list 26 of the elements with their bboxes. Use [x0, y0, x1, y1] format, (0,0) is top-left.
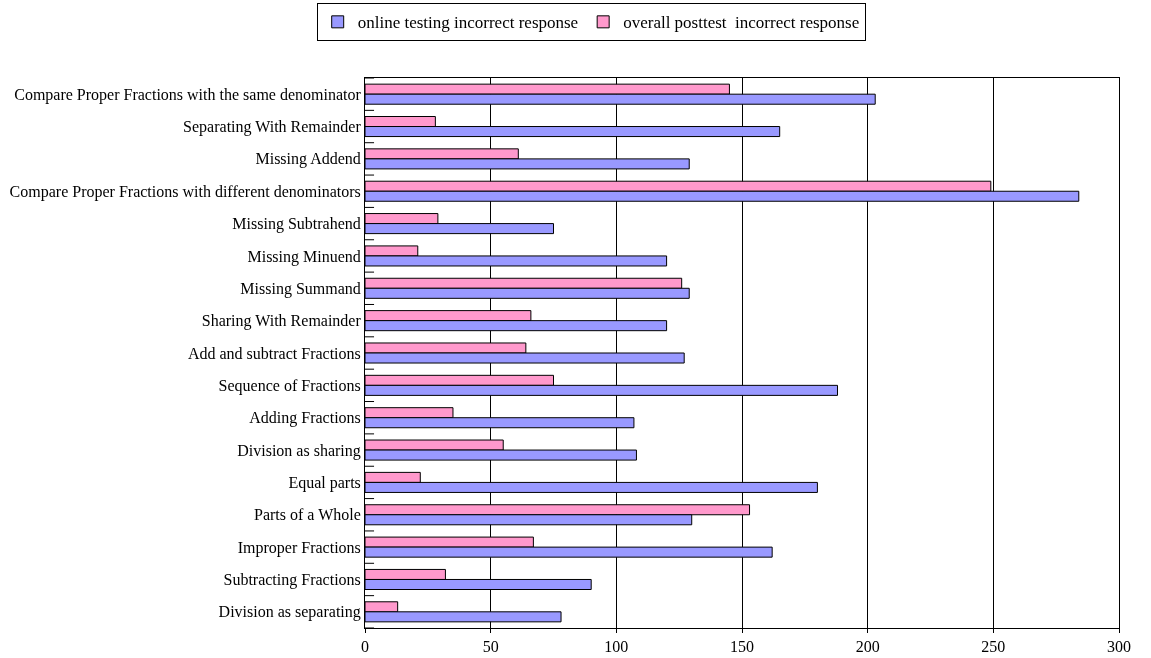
- legend-label: overall posttest incorrect response: [623, 13, 860, 33]
- y-tick-label: Equal parts: [288, 474, 361, 493]
- x-tick-label: 300: [1107, 638, 1131, 656]
- x-tick-label: 0: [361, 638, 369, 656]
- y-tick-label: Missing Subtrahend: [232, 215, 361, 234]
- y-tick-label: Separating With Remainder: [183, 118, 362, 137]
- y-tick-label: Division as separating: [218, 603, 361, 622]
- y-tick-label: Compare Proper Fractions with different denominators: [9, 182, 361, 201]
- y-tick-label: Improper Fractions: [237, 538, 361, 557]
- y-tick-label: Missing Addend: [255, 150, 361, 169]
- y-tick-label: Add and subtract Fractions: [187, 344, 361, 362]
- y-tick-label: Compare Proper Fractions with the same denominator: [14, 85, 362, 104]
- y-tick-label: Parts of a Whole: [254, 506, 361, 524]
- x-tick-label: 100: [604, 638, 629, 656]
- y-tick-label: Missing Summand: [240, 279, 361, 298]
- x-tick-label: 200: [855, 638, 880, 656]
- y-tick-label: Missing Minuend: [247, 247, 361, 266]
- y-tick-label: Adding Fractions: [249, 409, 361, 428]
- x-tick-label: 250: [981, 638, 1006, 656]
- y-tick-label: Sharing With Remainder: [201, 312, 362, 331]
- x-tick-label: 150: [730, 638, 754, 656]
- y-tick-label: Division as sharing: [237, 441, 361, 460]
- y-tick-label: Sequence of Fractions: [218, 376, 361, 395]
- legend-label: online testing incorrect response: [357, 13, 579, 33]
- x-tick-label: 50: [482, 638, 499, 656]
- y-tick-label: Subtracting Fractions: [223, 571, 361, 590]
